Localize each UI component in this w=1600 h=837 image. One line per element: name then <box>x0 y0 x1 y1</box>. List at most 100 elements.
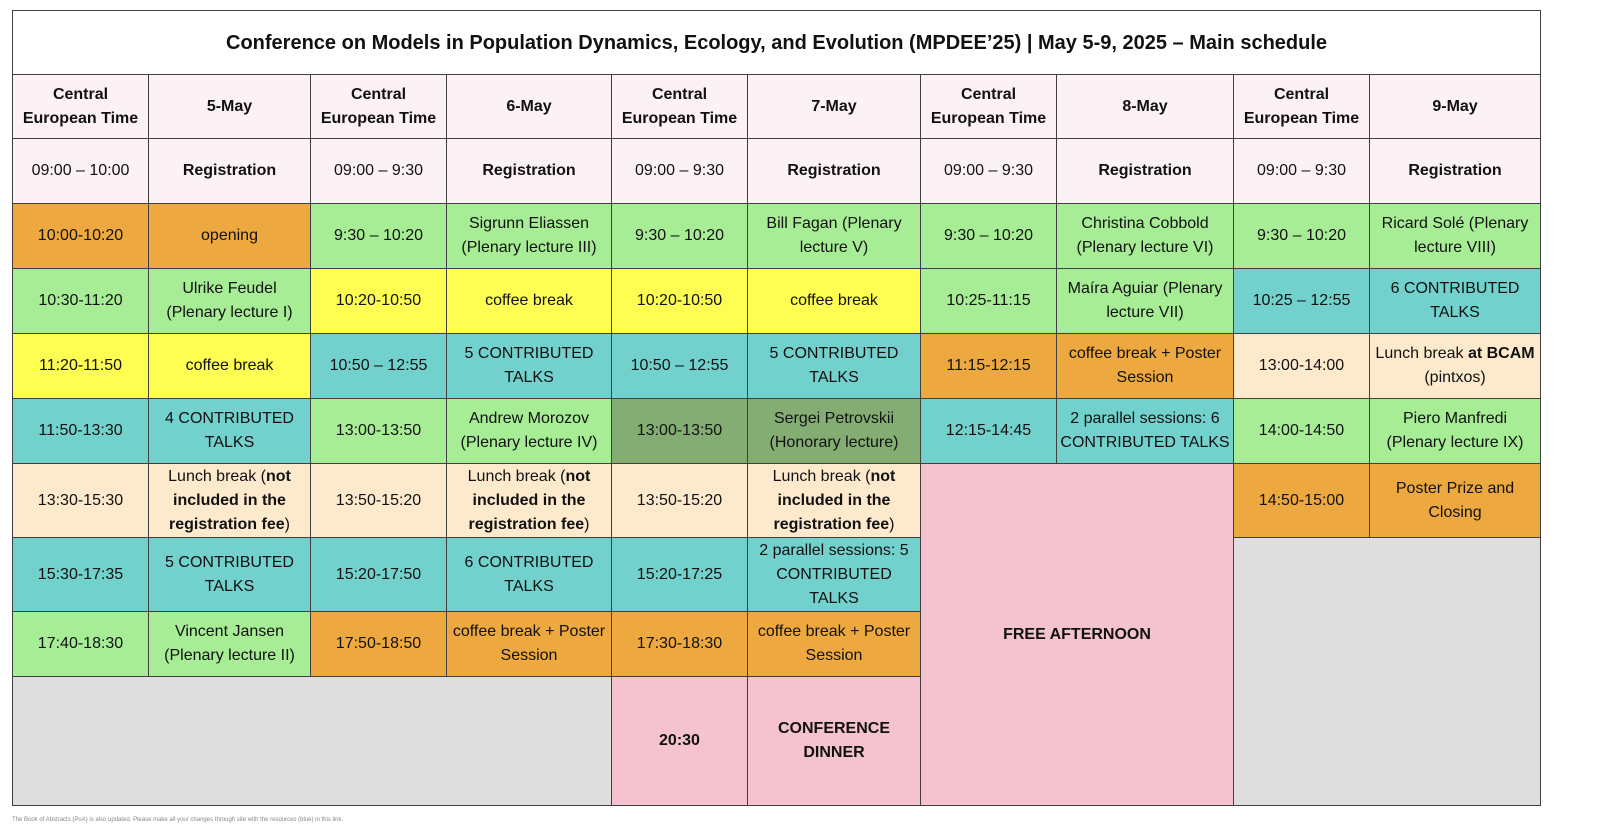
opening-cell: opening <box>148 203 311 269</box>
time-slot: 17:50-18:50 <box>310 611 447 677</box>
lunch-break-cell: Lunch break (not included in the registr… <box>747 463 921 538</box>
lunch-note: (pintxos) <box>1424 369 1486 386</box>
time-slot: 14:00-14:50 <box>1233 398 1370 464</box>
plenary-cell: Piero Manfredi (Plenary lecture IX) <box>1368 398 1542 464</box>
empty-block <box>1232 537 1542 806</box>
time-slot: 9:30 – 10:20 <box>310 203 447 269</box>
time-slot: 10:30-11:20 <box>12 268 149 334</box>
time-header: Central European Time <box>1233 74 1370 139</box>
time-slot: 15:20-17:50 <box>310 537 447 612</box>
time-slot: 10:20-10:50 <box>611 268 748 334</box>
footnote: The Book of Abstracts (PoA) is also upda… <box>12 817 344 823</box>
closing-cell: Poster Prize and Closing <box>1368 463 1542 538</box>
schedule-table: Conference on Models in Population Dynam… <box>11 10 1542 806</box>
time-slot: 10:50 – 12:55 <box>611 333 748 399</box>
time-slot: 13:30-15:30 <box>12 463 149 538</box>
contributed-talks-cell: 6 CONTRIBUTED TALKS <box>1368 268 1542 334</box>
day-header: 8-May <box>1056 74 1234 139</box>
lunch-break-cell: Lunch break (not included in the registr… <box>446 463 612 538</box>
time-slot: 11:15-12:15 <box>920 333 1057 399</box>
registration-cell: Registration <box>1056 138 1234 204</box>
time-slot: 13:00-13:50 <box>310 398 447 464</box>
time-slot: 09:00 – 10:00 <box>12 138 149 204</box>
time-slot: 13:00-14:00 <box>1233 333 1370 399</box>
coffee-poster-cell: coffee break + Poster Session <box>1056 333 1234 399</box>
lunch-fee-note: not included in the registration fee <box>169 467 291 533</box>
coffee-break-cell: coffee break <box>747 268 921 334</box>
coffee-poster-cell: coffee break + Poster Session <box>747 611 921 677</box>
time-slot: 09:00 – 9:30 <box>310 138 447 204</box>
plenary-cell: Andrew Morozov (Plenary lecture IV) <box>446 398 612 464</box>
time-header: Central European Time <box>611 74 748 139</box>
day-header: 6-May <box>446 74 612 139</box>
time-slot: 9:30 – 10:20 <box>611 203 748 269</box>
time-header: Central European Time <box>920 74 1057 139</box>
time-header: Central European Time <box>310 74 447 139</box>
time-slot: 17:30-18:30 <box>611 611 748 677</box>
contributed-talks-cell: 4 CONTRIBUTED TALKS <box>148 398 311 464</box>
time-slot: 15:20-17:25 <box>611 537 748 612</box>
lunch-text: Lunch break ( <box>168 467 266 485</box>
contributed-talks-cell: 5 CONTRIBUTED TALKS <box>148 537 311 612</box>
coffee-break-cell: coffee break <box>148 333 311 399</box>
schedule-container: Conference on Models in Population Dynam… <box>11 10 1542 806</box>
empty-block <box>12 676 612 806</box>
day-header: 5-May <box>148 74 311 139</box>
lunch-text: Lunch break ( <box>772 467 871 485</box>
contributed-talks-cell: 5 CONTRIBUTED TALKS <box>446 333 612 399</box>
plenary-cell: Bill Fagan (Plenary lecture V) <box>747 203 921 269</box>
time-slot: 14:50-15:00 <box>1233 463 1370 538</box>
coffee-break-cell: coffee break <box>446 268 612 334</box>
page-title: Conference on Models in Population Dynam… <box>11 10 1542 75</box>
free-afternoon-cell: FREE AFTERNOON <box>920 463 1234 806</box>
time-slot: 9:30 – 10:20 <box>1233 203 1370 269</box>
time-slot: 10:00-10:20 <box>12 203 149 269</box>
contributed-talks-cell: 6 CONTRIBUTED TALKS <box>446 537 612 612</box>
plenary-cell: Maíra Aguiar (Plenary lecture VII) <box>1056 268 1234 334</box>
time-slot: 11:50-13:30 <box>12 398 149 464</box>
dinner-time: 20:30 <box>611 676 748 806</box>
time-slot: 10:25 – 12:55 <box>1233 268 1370 334</box>
registration-cell: Registration <box>446 138 612 204</box>
parallel-sessions-cell: 2 parallel sessions: 6 CONTRIBUTED TALKS <box>1056 398 1234 464</box>
registration-cell: Registration <box>148 138 311 204</box>
plenary-cell: Ricard Solé (Plenary lecture VIII) <box>1368 203 1542 269</box>
lunch-fee-note: not included in the registration fee <box>773 467 896 533</box>
time-slot: 10:25-11:15 <box>920 268 1057 334</box>
time-slot: 11:20-11:50 <box>12 333 149 399</box>
lunch-text-end: ) <box>584 515 590 533</box>
day-header: 9-May <box>1368 74 1542 139</box>
time-slot: 9:30 – 10:20 <box>920 203 1057 269</box>
lunch-break-cell: Lunch break at BCAM (pintxos) <box>1368 333 1542 399</box>
time-slot: 13:00-13:50 <box>611 398 748 464</box>
time-slot: 09:00 – 9:30 <box>1233 138 1370 204</box>
day-header: 7-May <box>747 74 921 139</box>
time-header: Central European Time <box>12 74 149 139</box>
time-slot: 09:00 – 9:30 <box>611 138 748 204</box>
time-slot: 13:50-15:20 <box>310 463 447 538</box>
time-slot: 12:15-14:45 <box>920 398 1057 464</box>
plenary-cell: Ulrike Feudel (Plenary lecture I) <box>148 268 311 334</box>
lunch-text: Lunch break ( <box>467 467 566 485</box>
conference-dinner-cell: CONFERENCE DINNER <box>747 676 921 806</box>
time-slot: 09:00 – 9:30 <box>920 138 1057 204</box>
lunch-location: at BCAM <box>1467 345 1535 362</box>
lunch-fee-note: not included in the registration fee <box>468 467 591 533</box>
contributed-talks-cell: 5 CONTRIBUTED TALKS <box>747 333 921 399</box>
time-slot: 10:50 – 12:55 <box>310 333 447 399</box>
time-slot: 15:30-17:35 <box>12 537 149 612</box>
registration-cell: Registration <box>1368 138 1542 204</box>
parallel-sessions-cell: 2 parallel sessions: 5 CONTRIBUTED TALKS <box>747 537 921 612</box>
time-slot: 10:20-10:50 <box>310 268 447 334</box>
time-slot: 17:40-18:30 <box>12 611 149 677</box>
honorary-lecture-cell: Sergei Petrovskii (Honorary lecture) <box>747 398 921 464</box>
plenary-cell: Vincent Jansen (Plenary lecture II) <box>148 611 311 677</box>
lunch-text-end: ) <box>284 515 290 533</box>
lunch-text-end: ) <box>889 515 895 533</box>
plenary-cell: Christina Cobbold (Plenary lecture VI) <box>1056 203 1234 269</box>
lunch-text: Lunch break <box>1375 345 1468 362</box>
plenary-cell: Sigrunn Eliassen (Plenary lecture III) <box>446 203 612 269</box>
time-slot: 13:50-15:20 <box>611 463 748 538</box>
registration-cell: Registration <box>747 138 921 204</box>
lunch-break-cell: Lunch break (not included in the registr… <box>148 463 311 538</box>
